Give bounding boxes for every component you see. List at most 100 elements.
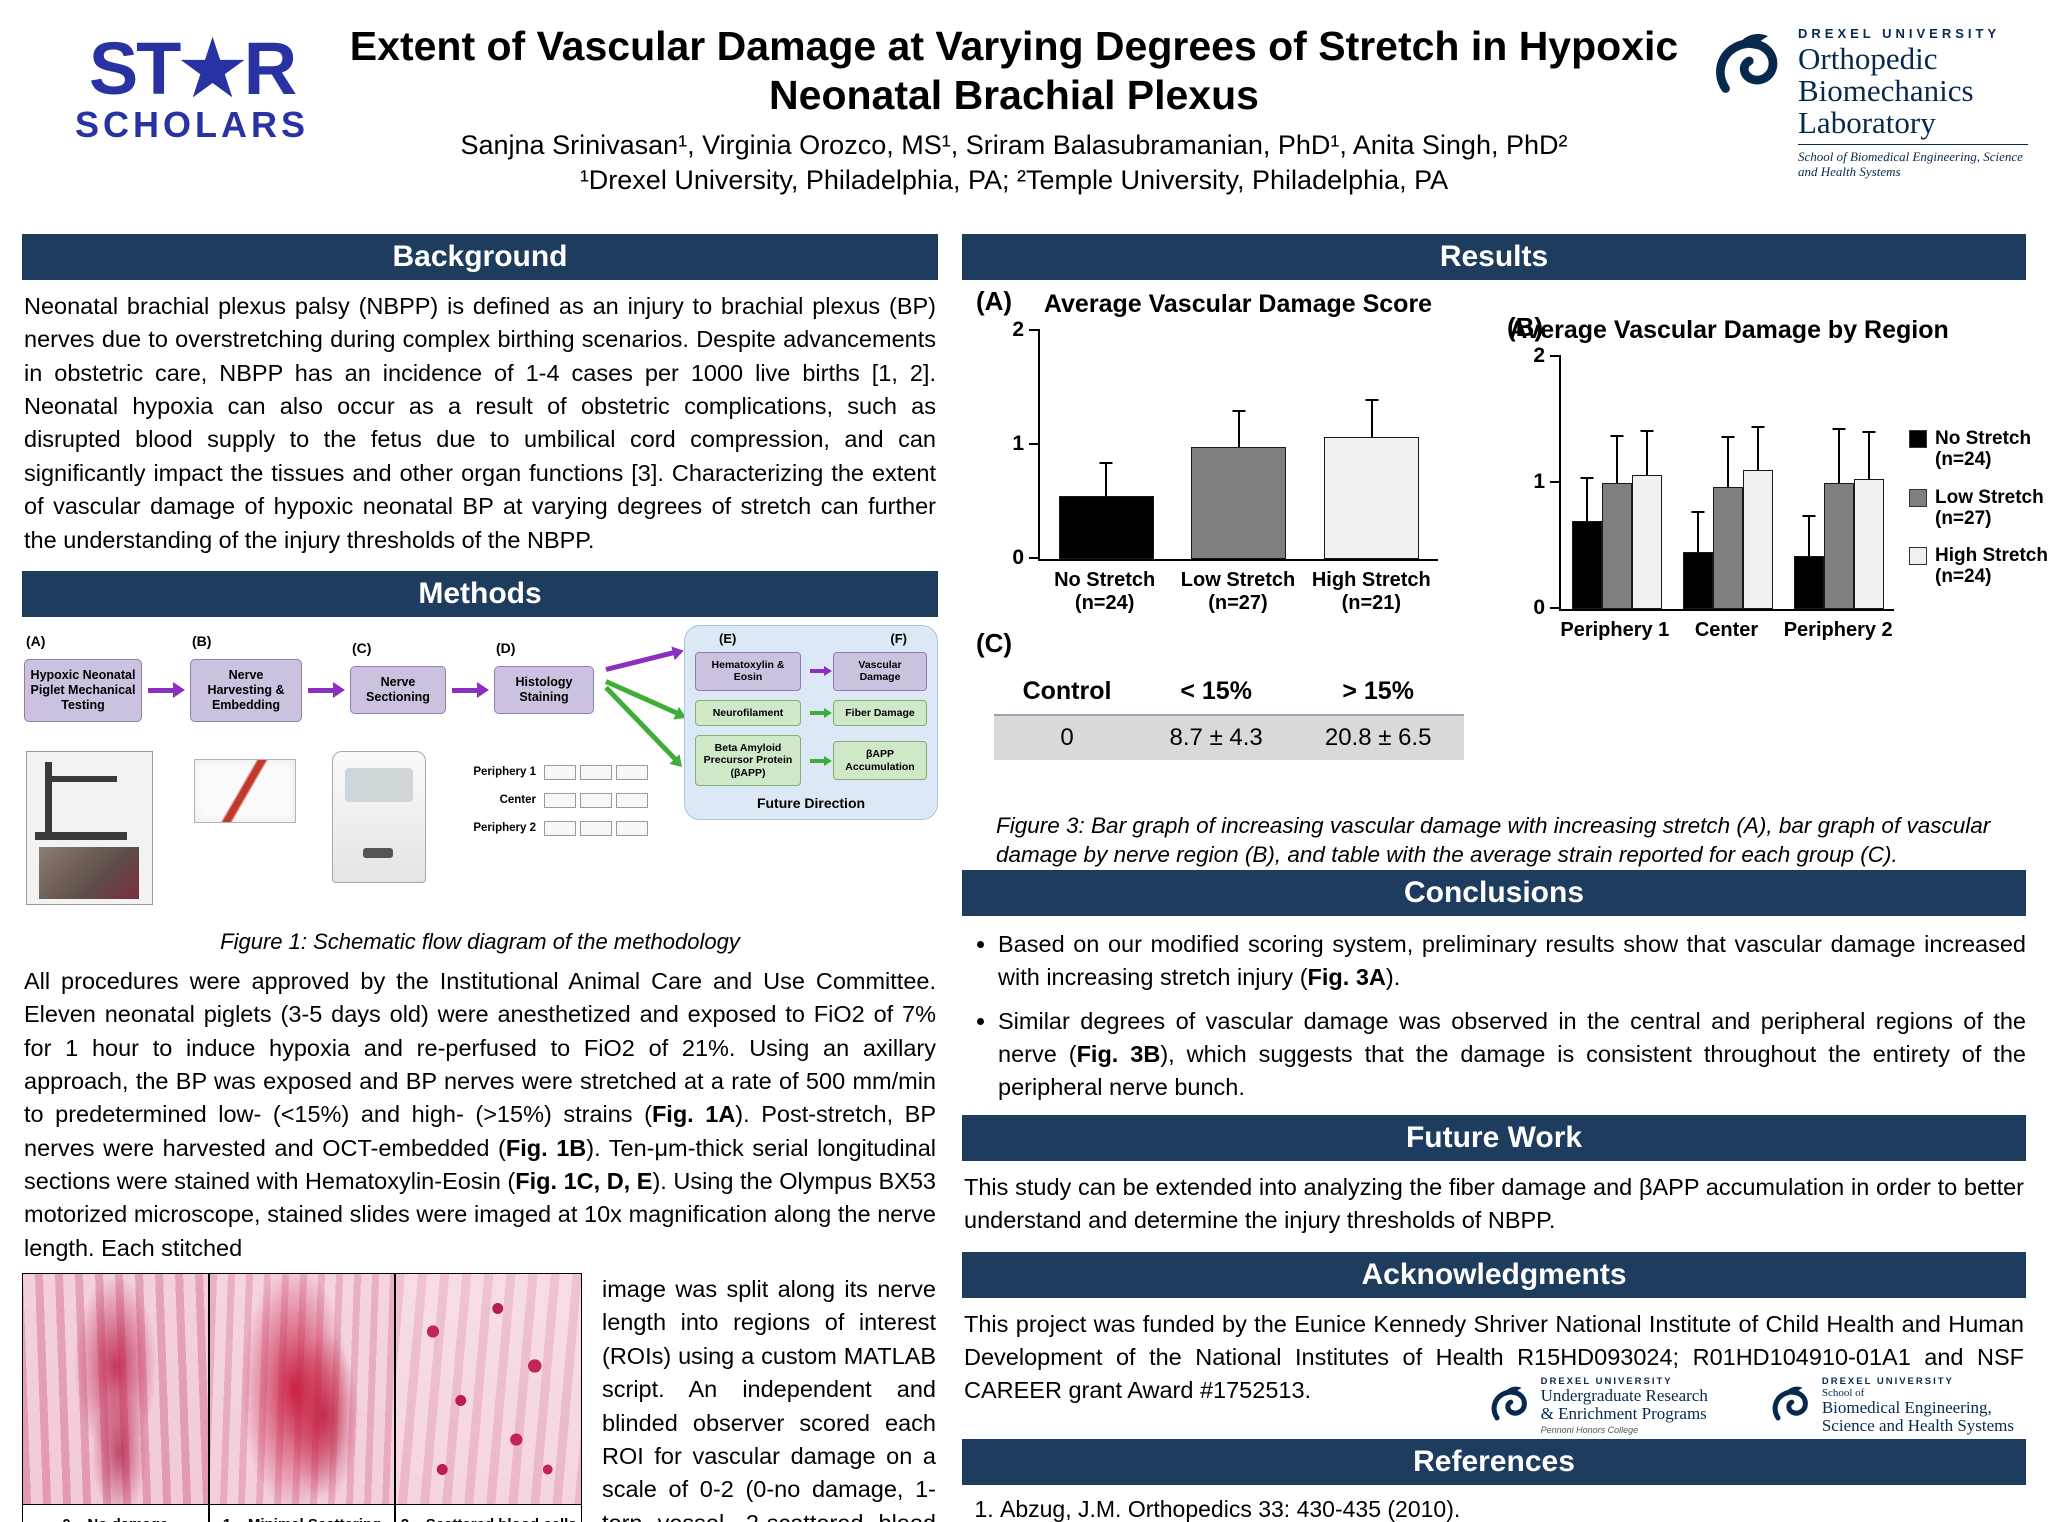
legend-label: No Stretch (n=24) [1935, 428, 2032, 471]
figure2: 0 – No damage 1 – Minimal Scattering 2 –… [22, 1273, 583, 1522]
figure1-caption: Figure 1: Schematic flow diagram of the … [220, 928, 740, 954]
bar-slot [1823, 357, 1854, 609]
mechanical-testing-photo [26, 750, 153, 905]
error-bar [1640, 430, 1653, 476]
error-bar [1691, 510, 1704, 553]
background-section-header: Background [22, 234, 938, 280]
strain-table-header: > 15% [1292, 669, 1464, 716]
bar-slot [1793, 357, 1824, 609]
bar-group [1682, 357, 1773, 609]
flow-box-sectioning: Nerve Sectioning [350, 666, 446, 715]
flow-arrow-icon [148, 687, 174, 693]
methods-body-part2: image was split along its nerve length i… [602, 1276, 936, 1522]
flow-arrow-icon [452, 687, 478, 693]
bar [1853, 479, 1884, 609]
bar [1682, 552, 1713, 609]
bar [1712, 486, 1743, 609]
bar [1823, 483, 1854, 609]
histology-cell-1: 1 – Minimal Scattering [208, 1273, 396, 1522]
bar [1601, 483, 1632, 609]
urep-logo-line2: & Enrichment Programs [1540, 1403, 1707, 1423]
drexel-dragon-icon [1772, 1387, 1808, 1421]
future-work-section-header: Future Work [962, 1114, 2026, 1161]
chart-average-damage-score: (A) Average Vascular Damage Score 0 1 2 No… [976, 286, 1456, 615]
sbe-logo-text: DREXEL UNIVERSITY School of Biomedical E… [1822, 1376, 2014, 1436]
bar-group [1571, 357, 1662, 609]
error-bar [1721, 436, 1734, 487]
chart-b-plot-column: Average Vascular Damage by Region 0 1 2 Pe… [1509, 316, 1949, 642]
x-category-label: Low Stretch (n=27) [1180, 569, 1296, 614]
histology-image-no-damage [23, 1274, 208, 1505]
error-bar [1862, 431, 1875, 480]
future-direction-group: (E) (F) Hematoxylin & Eosin Vascular Dam… [684, 624, 938, 821]
urep-logo: DREXEL UNIVERSITY Undergraduate Research… [1480, 1371, 1714, 1440]
background-body: Neonatal brachial plexus palsy (NBPP) is… [24, 293, 936, 553]
bar [1324, 437, 1420, 559]
y-tick: 0 [1012, 546, 1040, 569]
slide-icon [580, 820, 612, 836]
x-category-label: Periphery 1 [1560, 619, 1670, 641]
lab-logo-line2: Biomechanics [1798, 72, 1974, 108]
bar-group [1058, 331, 1154, 559]
strain-table-panel: (C) Control < 15% > 15% 0 8.7 ± 4.3 [976, 628, 1476, 760]
error-bar [1099, 462, 1113, 497]
slide-icon [544, 820, 576, 836]
urep-logo-university: DREXEL UNIVERSITY [1540, 1375, 1673, 1387]
histology-cell-0: 0 – No damage [22, 1273, 209, 1522]
sbe-logo-line0: School of [1821, 1386, 1865, 1399]
references-list: Abzug, J.M. Orthopedics 33: 430-435 (201… [966, 1493, 2026, 1522]
urep-logo-sub: Pennoni Honors College [1540, 1425, 1639, 1436]
bar-slot [1712, 357, 1743, 609]
y-tick-label: 2 [1012, 318, 1024, 341]
sbe-logo-line1: Biomedical Engineering, [1821, 1397, 1992, 1417]
stain-row-neurofilament: Neurofilament Fiber Damage [695, 699, 927, 726]
slide-row-periphery2: Periphery 2 [464, 820, 648, 836]
lab-logo-line1: Orthopedic [1798, 41, 1938, 76]
y-tick: 2 [1012, 318, 1040, 341]
y-tick-label: 0 [1012, 546, 1024, 569]
box-vascular-damage: Vascular Damage [833, 651, 927, 691]
chart-b-x-labels: Periphery 1 Center Periphery 2 [1559, 619, 1894, 642]
panel-label-c: (C) [976, 628, 1013, 658]
bar-slot [1601, 357, 1632, 609]
flow-arrow-icon [308, 687, 334, 693]
slide-icon [544, 764, 576, 780]
stain-row-bapp: Beta Amyloid Precursor Protein (βAPP) βA… [695, 735, 927, 787]
legend-swatch [1909, 547, 1927, 566]
legend-label: High Stretch (n=24) [1935, 545, 2048, 588]
y-tick-label: 0 [1533, 596, 1545, 619]
left-column: Background Neonatal brachial plexus pals… [22, 234, 938, 1522]
nerve-sample-photo [194, 758, 296, 823]
legend-label: Low Stretch (n=27) [1935, 486, 2044, 529]
sbe-logo-line2: Science and Health Systems [1821, 1415, 2014, 1435]
conclusions-list: Based on our modified scoring system, pr… [970, 928, 2026, 1105]
step-label-c: (C) [352, 640, 372, 657]
histology-cell-2: 2 – Scattered blood cells [395, 1273, 583, 1522]
flow-step-d: (D) Histology Staining [494, 640, 594, 715]
authors-line: Sanjna Srinivasan¹, Virginia Orozco, MS¹… [460, 130, 1568, 161]
slide-icon [544, 792, 576, 808]
slide-icon [580, 764, 612, 780]
step-label-a: (A) [26, 632, 46, 649]
panel-label-a: (A) [976, 286, 1013, 316]
histology-image-scattered-cells [396, 1274, 582, 1505]
slide-label: Periphery 1 [473, 766, 536, 779]
chart-a-title: Average Vascular Damage Score [1043, 290, 1433, 318]
box-fiber-damage: Fiber Damage [833, 699, 927, 726]
star-scholars-logo: ST★R SCHOLARS [72, 27, 312, 146]
step-label-b: (B) [192, 632, 212, 649]
method-thumbnails: Periphery 1 Center Periphery 2 [26, 750, 686, 916]
legend-item: No Stretch (n=24) [1909, 428, 2048, 471]
slide-label: Center [499, 794, 536, 807]
bar [1742, 470, 1773, 609]
y-tick-label: 1 [1533, 470, 1545, 493]
conclusion-item: Similar degrees of vascular damage was o… [998, 1005, 2026, 1105]
star-scholars-wordmark: ST★R [88, 27, 297, 110]
bar [1571, 520, 1602, 609]
histology-images: 0 – No damage 1 – Minimal Scattering 2 –… [22, 1273, 583, 1522]
flow-row: (A) Hypoxic Neonatal Piglet Mechanical T… [24, 633, 594, 722]
bar-slot [1191, 331, 1287, 559]
cryostat-photo [332, 750, 426, 883]
flow-step-a: (A) Hypoxic Neonatal Piglet Mechanical T… [24, 633, 142, 722]
flow-box-harvesting: Nerve Harvesting & Embedding [190, 658, 302, 722]
